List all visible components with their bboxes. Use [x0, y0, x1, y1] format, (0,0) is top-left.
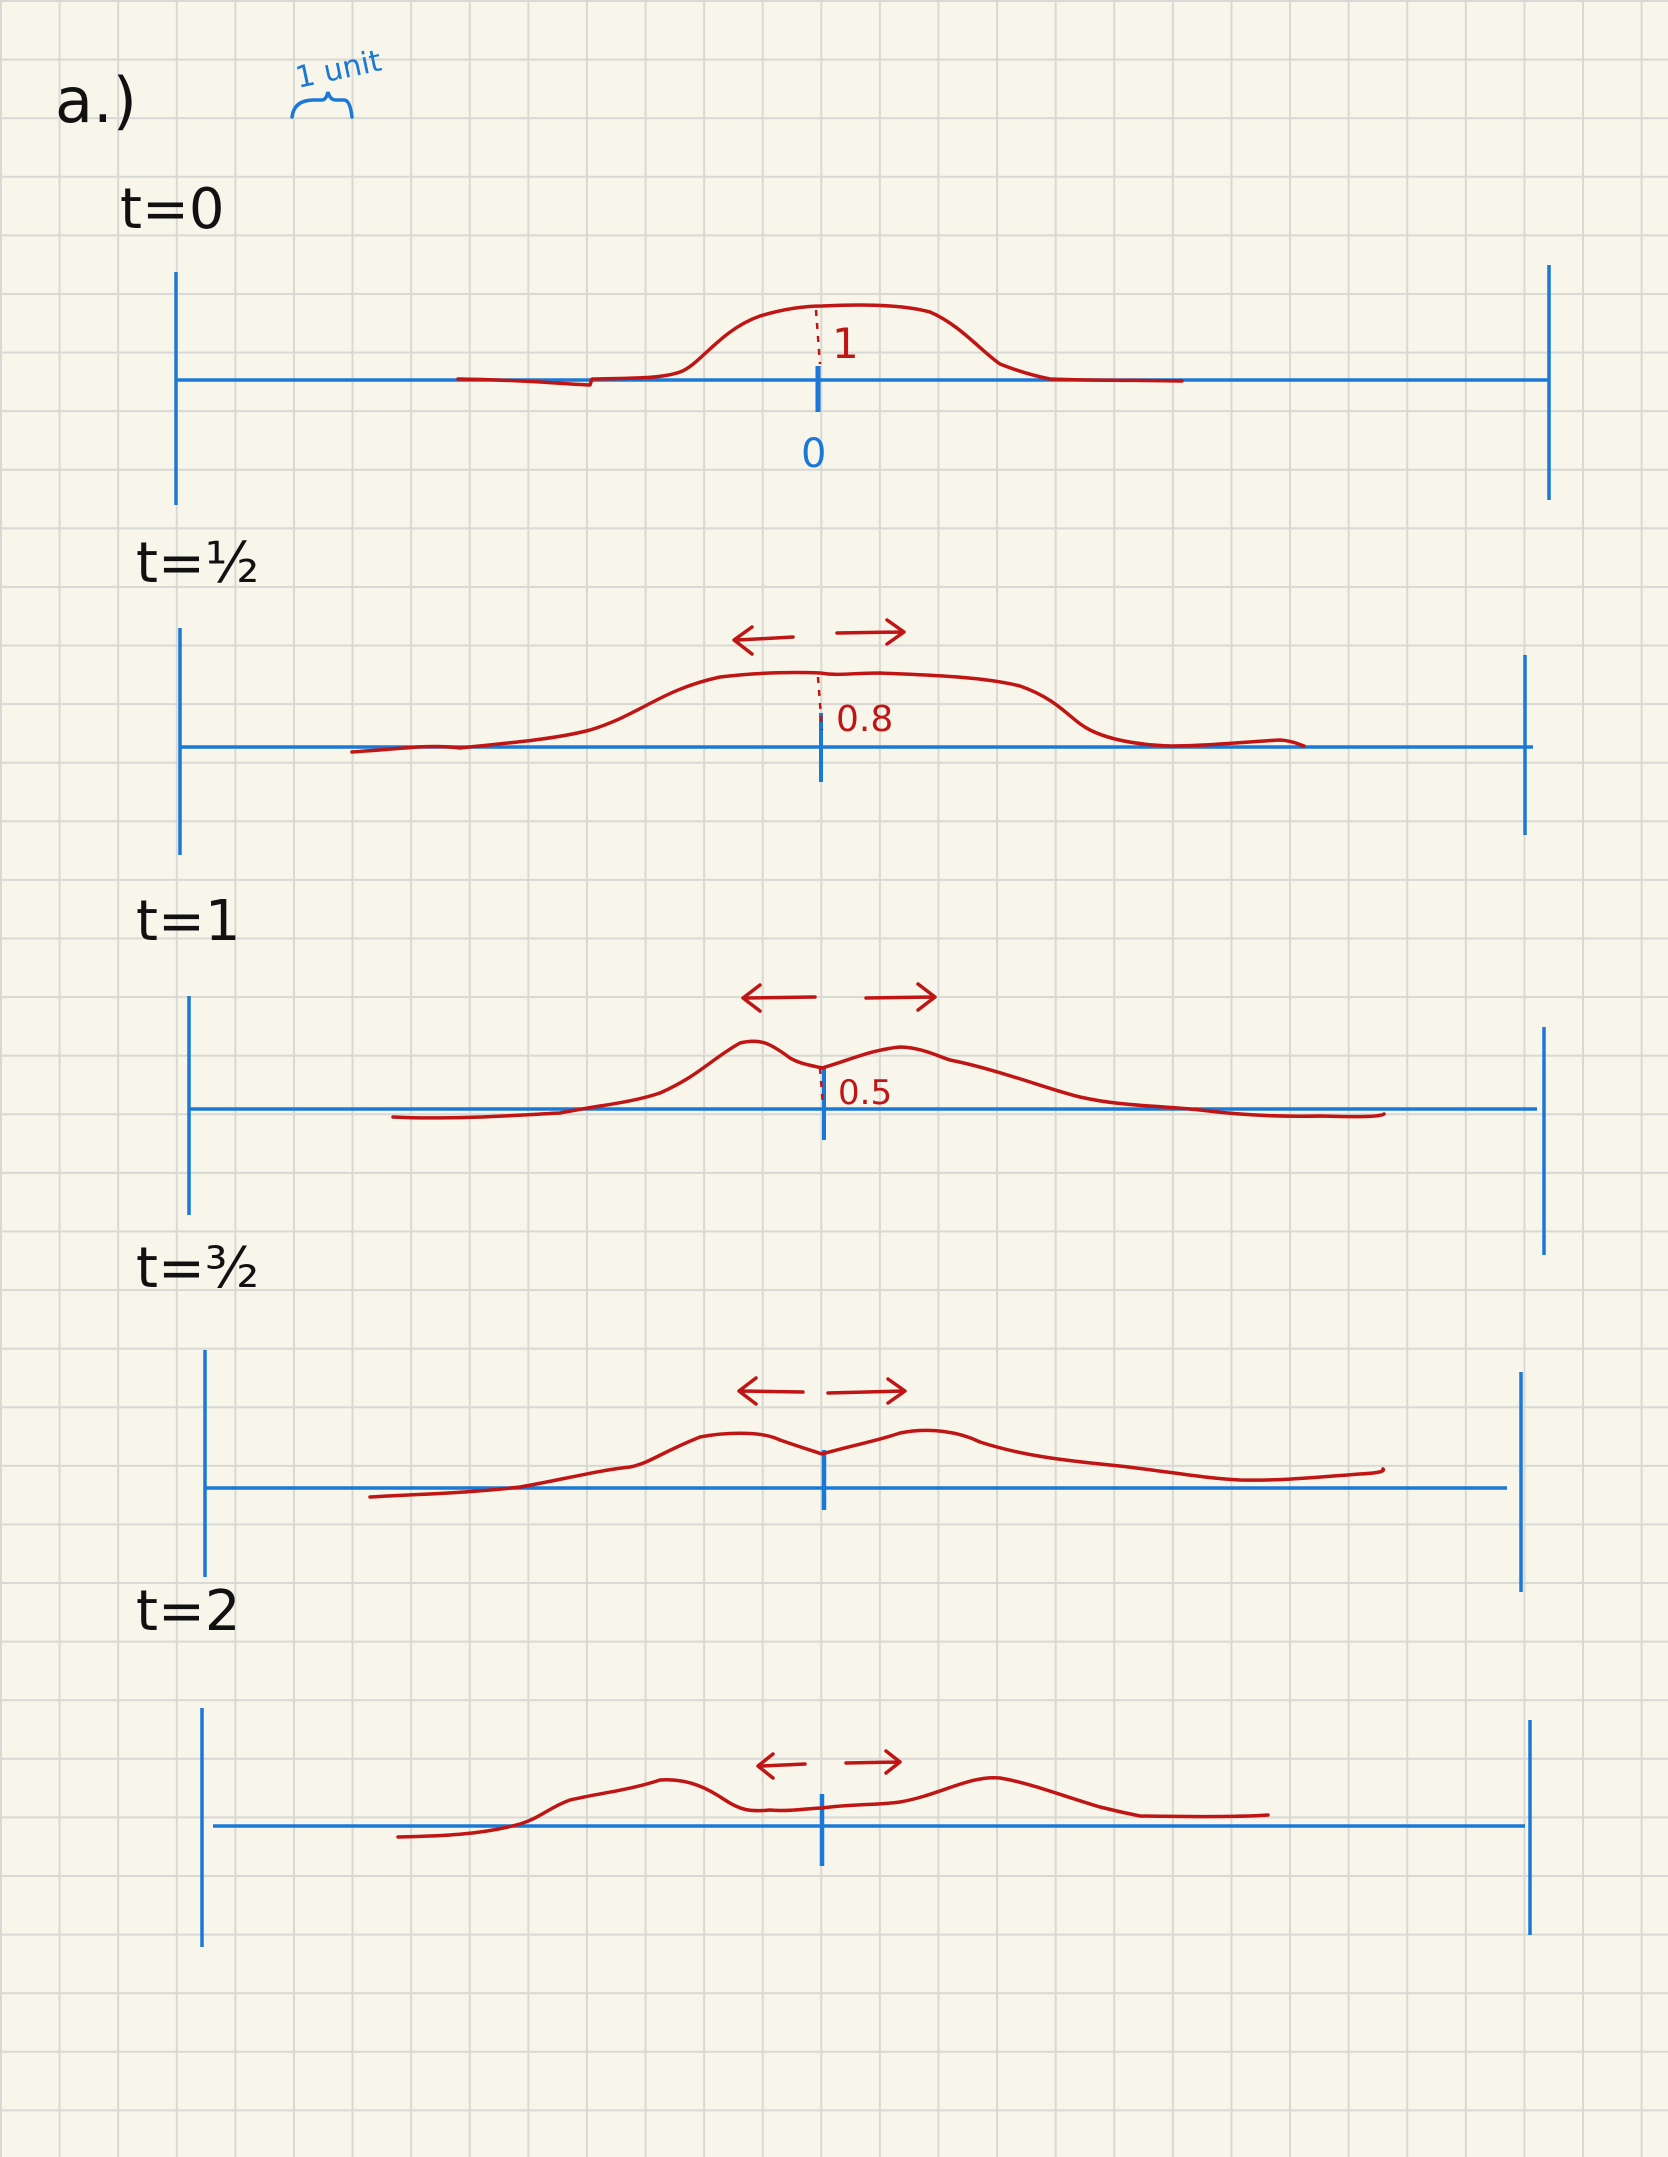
panel-label-t-half: t=½ — [136, 531, 259, 596]
panel-label-t1: t=1 — [136, 889, 241, 954]
wave-profile — [396, 1775, 1270, 1839]
left-arrow — [732, 625, 795, 656]
panel-label-t-three-halves: t=³⁄₂ — [136, 1236, 259, 1301]
scale-annotation: 1 unit — [290, 44, 385, 119]
center-tick-label: 0 — [801, 431, 826, 477]
scale-brace — [290, 91, 354, 119]
right-arrow — [826, 1377, 907, 1405]
right-arrow — [864, 982, 937, 1012]
panel-t-half: t=½ 0.8 — [136, 531, 1533, 855]
wave-profile — [350, 670, 1306, 754]
left-arrow — [737, 1376, 805, 1406]
panel-t-three-halves: t=³⁄₂ — [136, 1236, 1523, 1592]
peak-height-label: 1 — [832, 319, 859, 368]
right-arrow — [835, 618, 906, 646]
peak-height-label: 0.5 — [838, 1073, 892, 1113]
wave-profile — [456, 303, 1184, 387]
panel-t1: t=1 0.5 — [136, 889, 1546, 1255]
right-arrow — [844, 1749, 902, 1775]
peak-height-label: 0.8 — [836, 699, 893, 740]
peak-guide-dashed — [816, 676, 824, 731]
left-arrow — [741, 983, 817, 1013]
panel-label-t2: t=2 — [136, 1579, 241, 1644]
panel-label-t0: t=0 — [120, 177, 225, 242]
wave-profile — [391, 1039, 1386, 1120]
panel-t2: t=2 — [136, 1579, 1532, 1947]
panel-t0: t=0 0 1 — [120, 177, 1551, 505]
left-arrow — [756, 1752, 807, 1780]
wave-profile — [368, 1428, 1386, 1499]
peak-guide-dashed — [818, 1067, 825, 1106]
scale-note-text: 1 unit — [292, 44, 384, 96]
part-label: a.) — [55, 64, 137, 137]
peak-guide-dashed — [814, 309, 822, 365]
